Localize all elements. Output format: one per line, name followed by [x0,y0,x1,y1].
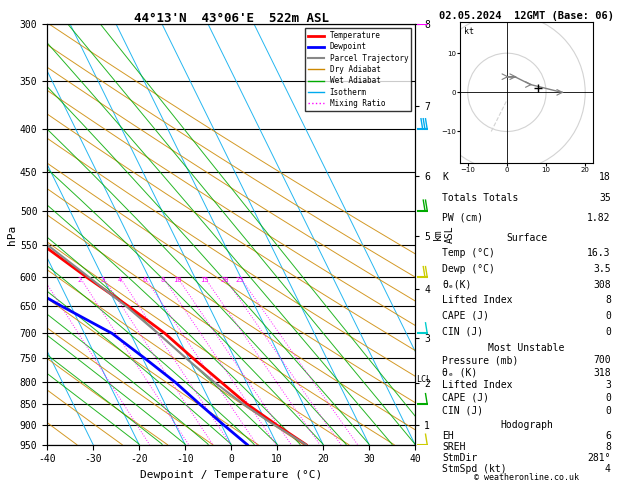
Text: 281°: 281° [587,453,611,463]
Text: 6: 6 [605,431,611,441]
Text: 0: 0 [605,311,611,321]
Text: 15: 15 [200,277,209,283]
Text: 1.82: 1.82 [587,213,611,223]
Text: 318: 318 [593,368,611,378]
Text: 02.05.2024  12GMT (Base: 06): 02.05.2024 12GMT (Base: 06) [439,11,614,21]
Y-axis label: hPa: hPa [7,225,17,244]
Text: CAPE (J): CAPE (J) [442,393,489,403]
Text: CIN (J): CIN (J) [442,405,483,416]
Text: CIN (J): CIN (J) [442,327,483,336]
X-axis label: Dewpoint / Temperature (°C): Dewpoint / Temperature (°C) [140,470,322,480]
Text: 44°13'N  43°06'E  522m ASL: 44°13'N 43°06'E 522m ASL [133,12,329,25]
Text: 700: 700 [593,355,611,365]
Text: © weatheronline.co.uk: © weatheronline.co.uk [474,473,579,482]
Text: Most Unstable: Most Unstable [488,343,565,353]
Text: SREH: SREH [442,442,465,452]
Text: 25: 25 [236,277,244,283]
Y-axis label: km
ASL: km ASL [433,226,454,243]
Text: Surface: Surface [506,233,547,243]
Text: 4: 4 [118,277,122,283]
Text: 8: 8 [605,295,611,305]
Text: kt: kt [464,27,474,35]
Text: Pressure (mb): Pressure (mb) [442,355,518,365]
Text: 6: 6 [142,277,147,283]
Text: 0: 0 [605,393,611,403]
Text: 308: 308 [593,279,611,290]
Text: 0: 0 [605,327,611,336]
Text: 3: 3 [101,277,105,283]
Text: 8: 8 [605,442,611,452]
Text: Dewp (°C): Dewp (°C) [442,264,495,274]
Text: θₑ(K): θₑ(K) [442,279,472,290]
Text: Temp (°C): Temp (°C) [442,248,495,259]
Text: EH: EH [442,431,454,441]
Text: 3: 3 [605,381,611,390]
Text: StmSpd (kt): StmSpd (kt) [442,465,507,474]
Text: Lifted Index: Lifted Index [442,295,513,305]
Text: 18: 18 [599,173,611,182]
Text: Totals Totals: Totals Totals [442,192,518,203]
Text: LCL: LCL [416,375,431,384]
Text: 2: 2 [78,277,82,283]
Text: θₑ (K): θₑ (K) [442,368,477,378]
Text: StmDir: StmDir [442,453,477,463]
Text: K: K [442,173,448,182]
Text: PW (cm): PW (cm) [442,213,483,223]
Text: CAPE (J): CAPE (J) [442,311,489,321]
Text: 10: 10 [173,277,182,283]
Text: 4: 4 [605,465,611,474]
Text: 8: 8 [160,277,165,283]
Text: 35: 35 [599,192,611,203]
Legend: Temperature, Dewpoint, Parcel Trajectory, Dry Adiabat, Wet Adiabat, Isotherm, Mi: Temperature, Dewpoint, Parcel Trajectory… [305,28,411,111]
Text: 3.5: 3.5 [593,264,611,274]
Text: Lifted Index: Lifted Index [442,381,513,390]
Text: 0: 0 [605,405,611,416]
Text: Hodograph: Hodograph [500,420,553,430]
Text: 16.3: 16.3 [587,248,611,259]
Text: 20: 20 [220,277,228,283]
